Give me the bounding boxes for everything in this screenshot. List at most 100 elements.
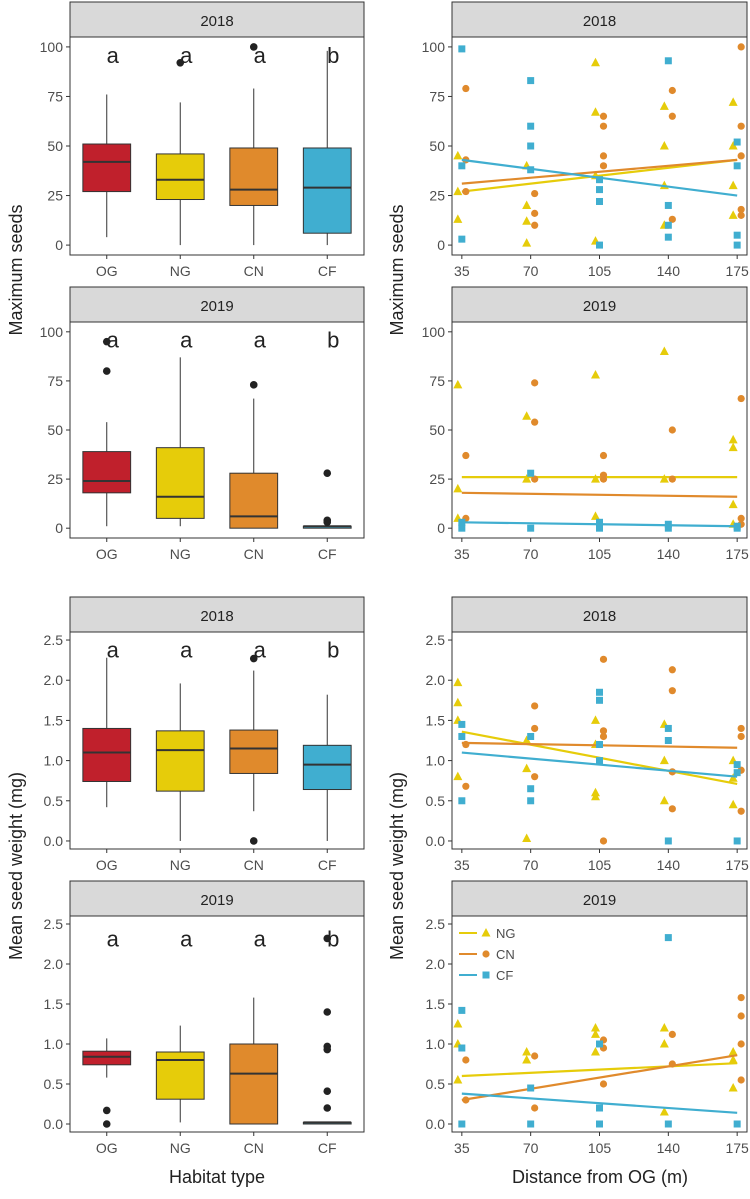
point-CF xyxy=(664,57,672,65)
y-tick-label: 1.0 xyxy=(426,1036,446,1052)
x-tick-label: 35 xyxy=(454,857,470,873)
point-NG xyxy=(591,791,600,801)
significance-letter: a xyxy=(180,638,193,663)
y-tick-label: 75 xyxy=(47,373,63,389)
fit-line-NG xyxy=(461,158,738,193)
significance-letter: a xyxy=(107,328,120,353)
point-CN xyxy=(599,732,608,741)
point-NG xyxy=(591,57,600,67)
point-CN xyxy=(462,1056,470,1064)
point-CF xyxy=(596,197,603,205)
point-CN xyxy=(668,112,676,120)
point-NG xyxy=(453,379,463,389)
outlier-point xyxy=(323,1087,332,1095)
point-CN xyxy=(462,782,470,790)
point-NG xyxy=(522,411,532,420)
y-tick-label: 1.5 xyxy=(44,996,64,1012)
x-tick-label: CF xyxy=(318,857,337,873)
point-NG xyxy=(728,799,738,809)
fit-line-CF xyxy=(461,158,738,197)
y-tick-label: 50 xyxy=(429,422,445,438)
strip-label: 2019 xyxy=(583,298,616,315)
x-tick-label: 105 xyxy=(588,1140,612,1156)
y-tick-label: 25 xyxy=(47,188,63,204)
box-CN xyxy=(229,1043,279,1125)
point-CF xyxy=(733,1120,741,1128)
point-CF xyxy=(596,186,603,194)
y-axis-label: Maximum seeds xyxy=(387,204,407,335)
point-CN xyxy=(531,475,539,483)
x-tick-label: 105 xyxy=(588,263,612,279)
point-CF xyxy=(458,45,466,53)
point-CN xyxy=(668,475,676,483)
box-CN xyxy=(229,729,279,774)
point-CN xyxy=(737,1040,745,1048)
significance-letter: b xyxy=(327,926,339,951)
point-NG xyxy=(453,697,463,707)
point-CF xyxy=(596,757,603,765)
strip xyxy=(69,880,365,917)
point-CN xyxy=(737,514,745,522)
point-CF xyxy=(733,524,741,532)
point-CN xyxy=(737,43,745,51)
y-tick-label: 0.5 xyxy=(44,793,64,809)
point-NG xyxy=(453,186,463,196)
x-tick-label: 70 xyxy=(523,857,539,873)
panel-background xyxy=(451,321,748,539)
significance-letter: a xyxy=(180,926,193,951)
point-CN xyxy=(737,394,745,403)
y-tick-label: 2.0 xyxy=(44,956,64,972)
point-NG xyxy=(522,200,532,209)
point-CN xyxy=(462,84,470,93)
x-tick-label: CN xyxy=(244,857,264,873)
point-NG xyxy=(728,1083,738,1092)
box-NG xyxy=(155,447,205,519)
point-NG xyxy=(659,1039,669,1048)
point-CF xyxy=(596,1104,603,1112)
point-NG xyxy=(728,499,738,509)
point-NG xyxy=(728,773,738,782)
point-CF xyxy=(527,524,535,532)
point-CN xyxy=(531,418,539,426)
outlier-point xyxy=(102,337,111,346)
point-NG xyxy=(728,210,738,219)
panel-seeds-habitat-2018: 2018 0 25 50 75 100 a OG a NG a CN b CF xyxy=(40,1,365,279)
outlier-point xyxy=(323,469,332,478)
strip-label: 2018 xyxy=(583,13,616,30)
significance-letter: b xyxy=(327,43,339,68)
point-NG xyxy=(728,180,738,190)
fit-line-CN xyxy=(461,491,738,498)
point-NG xyxy=(522,735,532,744)
point-CF xyxy=(664,233,672,241)
point-NG xyxy=(728,97,738,106)
point-CF xyxy=(458,162,466,170)
point-CF xyxy=(596,741,603,749)
point-NG xyxy=(659,1023,669,1032)
panel-weight-habitat-2018: 2018 0.0 0.5 1.0 1.5 2.0 2.5 a OG a NG a CN b CF xyxy=(44,596,365,873)
point-NG xyxy=(728,442,738,452)
legend-marker-NG xyxy=(481,928,491,937)
point-CF xyxy=(733,138,741,146)
point-NG xyxy=(659,474,669,483)
point-CN xyxy=(737,122,745,130)
point-CF xyxy=(664,524,672,532)
y-tick-label: 2.5 xyxy=(44,632,64,648)
x-tick-label: 35 xyxy=(454,546,470,562)
point-CN xyxy=(531,221,539,229)
strip xyxy=(451,880,748,917)
point-NG xyxy=(453,483,463,493)
fit-line-CF xyxy=(461,751,738,778)
y-tick-label: 1.0 xyxy=(426,753,446,769)
x-tick-label: 175 xyxy=(725,1140,749,1156)
significance-letter: a xyxy=(180,43,193,68)
y-tick-label: 0 xyxy=(437,237,445,253)
y-tick-label: 100 xyxy=(40,39,64,55)
x-axis-label: Habitat type xyxy=(169,1167,265,1187)
x-tick-label: 140 xyxy=(657,1140,681,1156)
y-tick-label: 2.5 xyxy=(426,916,446,932)
point-NG xyxy=(522,216,532,225)
y-axis-label: Maximum seeds xyxy=(6,204,26,335)
point-NG xyxy=(453,677,463,687)
point-CF xyxy=(596,241,603,249)
